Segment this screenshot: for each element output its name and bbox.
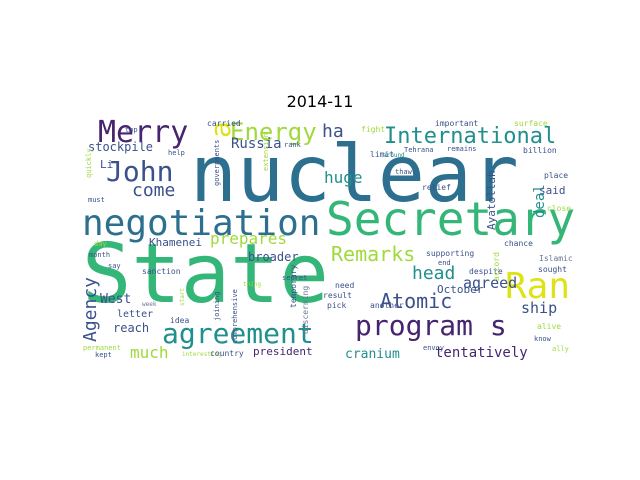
- cloud-word: permanent: [83, 344, 121, 352]
- cloud-word: chance: [504, 239, 533, 248]
- cloud-word: nuclear: [190, 130, 519, 220]
- cloud-word: John: [106, 155, 174, 188]
- cloud-word: limit: [370, 150, 395, 159]
- cloud-word: close: [547, 204, 572, 213]
- cloud-word: Energy: [230, 118, 317, 146]
- cloud-word: extension: [262, 133, 270, 171]
- cloud-word: ship: [521, 299, 558, 317]
- cloud-word: help: [168, 149, 185, 157]
- cloud-word: joining: [213, 291, 221, 321]
- cloud-word: cranium: [345, 347, 400, 362]
- cloud-word: Ayatollah: [485, 170, 498, 230]
- cloud-word: important: [435, 119, 479, 128]
- cloud-word: say: [108, 262, 121, 270]
- cloud-word: idea: [170, 316, 190, 325]
- cloud-word: another: [370, 301, 404, 310]
- cloud-word: Islamic: [539, 254, 573, 263]
- cloud-word: around: [383, 152, 405, 159]
- cloud-word: top: [125, 126, 138, 134]
- cloud-word: remains: [447, 145, 477, 153]
- cloud-word: tentatively: [435, 345, 528, 361]
- cloud-word: Secretary: [326, 192, 576, 246]
- cloud-word: Ran: [505, 266, 571, 307]
- cloud-word: president: [253, 345, 313, 358]
- cloud-word: comprehensive: [231, 289, 239, 344]
- cloud-word: surface: [514, 119, 548, 128]
- cloud-word: must: [88, 196, 105, 204]
- cloud-word: Merry: [98, 116, 189, 150]
- cloud-word: fight: [361, 125, 386, 134]
- cloud-word: agreement: [162, 317, 314, 350]
- chart-title: 2014-11: [286, 92, 354, 111]
- cloud-word: relief: [422, 183, 451, 192]
- cloud-word: thaw: [395, 168, 412, 176]
- cloud-word: accord: [492, 252, 501, 281]
- cloud-word: letter: [117, 309, 154, 320]
- cloud-word: ally: [552, 345, 569, 353]
- cloud-word: agreed: [463, 274, 518, 292]
- cloud-word: interesting: [182, 351, 222, 358]
- cloud-word: head: [412, 263, 456, 284]
- cloud-word: stockpile: [88, 140, 154, 154]
- cloud-word: Agency: [80, 276, 101, 342]
- cloud-word: pick: [327, 301, 347, 310]
- cloud-word: kept: [95, 351, 112, 359]
- cloud-word: Russia: [231, 136, 282, 152]
- cloud-word: end: [438, 259, 451, 267]
- cloud-word: supporting: [426, 249, 475, 258]
- cloud-word: know: [534, 335, 551, 343]
- cloud-word: week: [142, 301, 157, 308]
- cloud-word: broader: [248, 250, 299, 264]
- cloud-word: temporary: [289, 264, 298, 308]
- word-cloud: nuclear State Secretary negotiation agreemen…: [80, 116, 576, 364]
- cloud-word: envoy: [423, 344, 445, 352]
- cloud-word: governments: [213, 139, 221, 186]
- cloud-word: State: [82, 227, 329, 322]
- cloud-word: Tehrana: [404, 146, 434, 154]
- cloud-word: Li: [100, 158, 114, 171]
- cloud-word: Atomic: [380, 289, 453, 313]
- cloud-word: carried: [207, 119, 241, 128]
- cloud-word: Remarks: [331, 242, 416, 266]
- cloud-word: ha: [322, 121, 344, 142]
- cloud-word: negotiation: [82, 203, 321, 244]
- cloud-word: place: [544, 171, 569, 180]
- cloud-word: month: [89, 251, 111, 259]
- cloud-word: International: [384, 124, 557, 149]
- cloud-word: country: [210, 349, 244, 358]
- cloud-word: result: [323, 291, 352, 300]
- cloud-word: prepares: [210, 229, 288, 248]
- cloud-word: alive: [537, 322, 562, 331]
- cloud-word: despite: [469, 267, 503, 276]
- cloud-word: quickly: [85, 148, 93, 178]
- cloud-word: need: [335, 281, 355, 290]
- cloud-word: sanction: [142, 267, 181, 276]
- cloud-word: October: [437, 283, 484, 296]
- cloud-word: come: [132, 180, 176, 201]
- cloud-word: thing: [243, 281, 262, 288]
- cloud-word: secret: [282, 274, 308, 282]
- cloud-word: Khamenei: [149, 236, 202, 249]
- cloud-word: said: [539, 184, 566, 197]
- cloud-word: reach: [113, 321, 150, 335]
- cloud-word: much: [130, 343, 169, 362]
- cloud-word: program s: [355, 309, 507, 342]
- cloud-word: West: [100, 292, 132, 307]
- cloud-word: sought: [538, 265, 567, 274]
- cloud-word: start: [179, 287, 186, 306]
- cloud-word: billion: [523, 146, 557, 155]
- cloud-word: day: [94, 240, 107, 248]
- cloud-word: huge: [324, 168, 363, 187]
- cloud-word: rank: [284, 141, 301, 149]
- cloud-word: discerning: [301, 285, 310, 334]
